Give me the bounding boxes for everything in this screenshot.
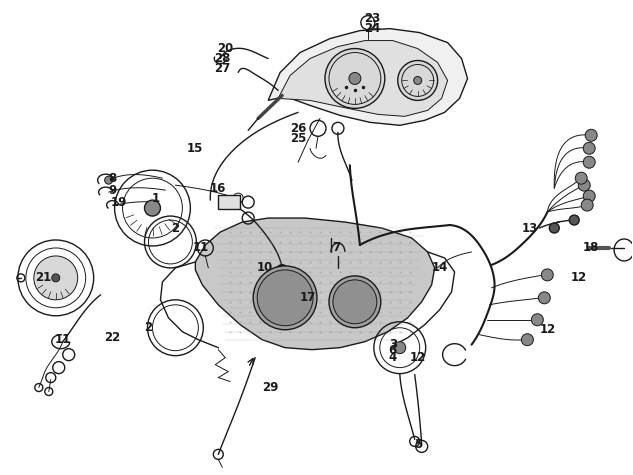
Text: 13: 13 [521, 221, 537, 235]
Circle shape [549, 223, 560, 233]
Polygon shape [278, 40, 448, 116]
Text: 2: 2 [172, 221, 180, 235]
Circle shape [541, 269, 553, 281]
Text: 11: 11 [192, 241, 208, 255]
Circle shape [257, 270, 313, 326]
Circle shape [253, 266, 317, 330]
Circle shape [104, 176, 113, 184]
Text: 26: 26 [290, 122, 306, 135]
Text: 6: 6 [389, 344, 397, 357]
Circle shape [538, 292, 550, 304]
Circle shape [522, 334, 534, 346]
Text: 22: 22 [104, 331, 121, 344]
FancyBboxPatch shape [218, 195, 241, 209]
Circle shape [329, 276, 381, 328]
Polygon shape [268, 28, 468, 125]
Text: 19: 19 [110, 196, 127, 209]
Text: 29: 29 [262, 381, 279, 394]
Text: 15: 15 [187, 142, 204, 155]
Text: 21: 21 [35, 271, 51, 285]
Text: 9: 9 [108, 184, 116, 197]
Circle shape [581, 199, 593, 211]
Text: 3: 3 [389, 338, 397, 351]
Text: 12: 12 [539, 323, 555, 336]
Text: 1: 1 [151, 191, 160, 205]
Text: 14: 14 [432, 261, 448, 275]
Circle shape [398, 60, 437, 100]
Circle shape [349, 73, 361, 85]
Circle shape [325, 48, 385, 108]
Circle shape [531, 314, 543, 326]
Text: 10: 10 [257, 261, 273, 275]
Text: 12: 12 [410, 351, 426, 364]
Text: 28: 28 [214, 52, 230, 65]
Circle shape [583, 142, 595, 154]
Circle shape [578, 179, 590, 191]
Text: 18: 18 [583, 241, 599, 255]
Text: 16: 16 [210, 181, 227, 195]
Circle shape [575, 172, 587, 184]
Circle shape [52, 274, 60, 282]
Text: 8: 8 [108, 171, 116, 185]
Text: 2: 2 [144, 321, 153, 334]
Polygon shape [196, 218, 435, 350]
Text: 20: 20 [217, 42, 234, 55]
Circle shape [569, 215, 579, 225]
Text: 23: 23 [364, 12, 380, 25]
Circle shape [394, 342, 406, 354]
Circle shape [586, 129, 597, 141]
Text: 7: 7 [332, 241, 340, 255]
Text: 4: 4 [389, 351, 397, 364]
Text: 17: 17 [300, 291, 316, 304]
Circle shape [34, 256, 78, 300]
Text: 11: 11 [54, 333, 71, 346]
Circle shape [333, 280, 377, 324]
Circle shape [144, 200, 160, 216]
Text: 27: 27 [214, 62, 230, 75]
Text: 25: 25 [290, 132, 306, 145]
Text: 5: 5 [413, 438, 422, 451]
Circle shape [583, 190, 595, 202]
Text: 12: 12 [571, 271, 587, 285]
Text: 24: 24 [363, 22, 380, 35]
Circle shape [414, 76, 422, 85]
Circle shape [583, 156, 595, 168]
